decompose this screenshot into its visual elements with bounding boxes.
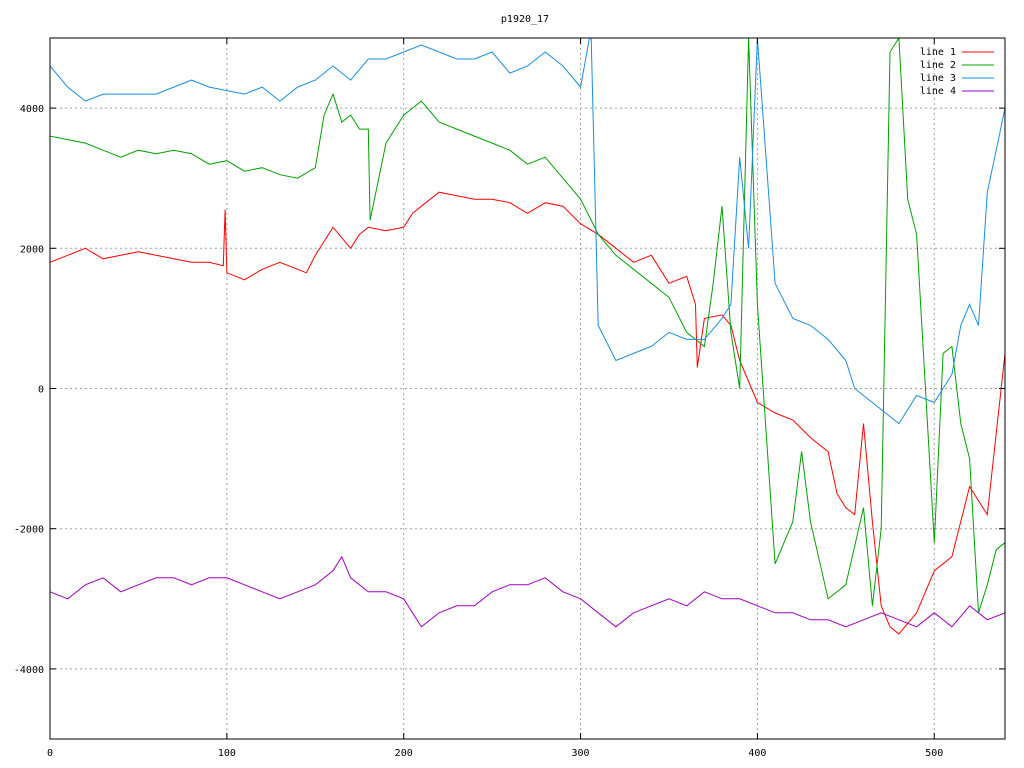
legend: line 1 line 2 line 3 line 4	[920, 47, 994, 97]
series-line-3	[50, 38, 1005, 425]
y-tick-label: -4000	[14, 665, 44, 676]
legend-label-3: line 3	[920, 73, 956, 84]
chart-title: p1920_17	[501, 14, 549, 25]
y-tick-label: -2000	[14, 525, 44, 536]
x-tick-label: 0	[47, 748, 53, 759]
series-line-4	[50, 555, 1005, 628]
y-tick-label: 2000	[20, 244, 44, 255]
x-tick-label: 500	[925, 748, 943, 759]
series-layer	[50, 38, 1005, 635]
x-tick-label: 300	[572, 748, 590, 759]
y-tick-label: 4000	[20, 104, 44, 115]
y-tick-label: 0	[38, 385, 44, 396]
x-tick-label: 400	[748, 748, 766, 759]
x-tick-label: 100	[218, 748, 236, 759]
series-line-1	[50, 191, 1005, 635]
legend-label-1: line 1	[920, 47, 956, 58]
tick-labels: 0 100 200 300 400 500 -4000 -2000 0 2000 4000	[14, 104, 943, 759]
legend-label-2: line 2	[920, 60, 956, 71]
series-line-2	[50, 38, 1005, 613]
ticks	[49, 38, 1005, 739]
legend-label-4: line 4	[920, 86, 956, 97]
x-tick-label: 200	[395, 748, 413, 759]
grid	[50, 38, 1005, 739]
